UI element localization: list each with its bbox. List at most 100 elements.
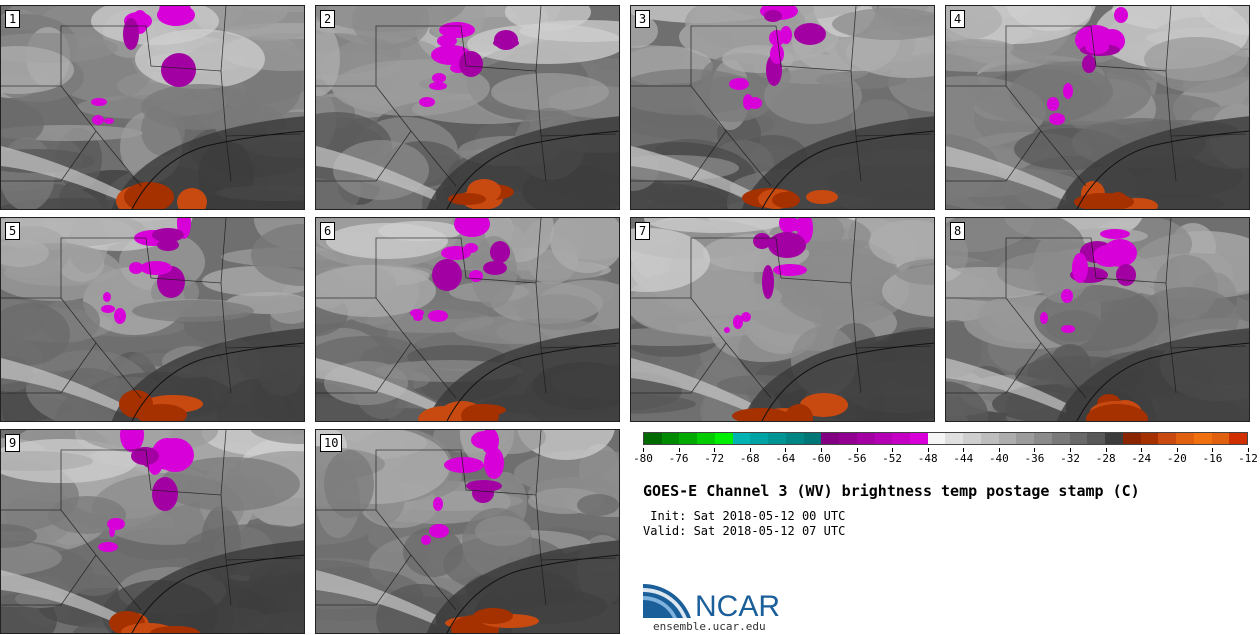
member-panel-4: 4: [945, 5, 1250, 210]
colorbar-tick-mark: [1070, 448, 1072, 452]
colorbar-tick-label: -72: [704, 452, 725, 465]
wv-imagery: [631, 218, 934, 421]
valid-time: Valid: Sat 2018-05-12 07 UTC: [643, 524, 846, 538]
colorbar-tick-label: -76: [668, 452, 689, 465]
member-panel-5: 5: [0, 217, 305, 422]
colorbar-tick-label: -20: [1166, 452, 1187, 465]
wv-imagery: [946, 218, 1249, 421]
wv-imagery: [316, 430, 619, 633]
colorbar-tick-mark: [1212, 448, 1214, 452]
colorbar-segment: [1158, 433, 1177, 444]
colorbar-segment: [714, 433, 733, 444]
colorbar-tick-label: -52: [882, 452, 903, 465]
colorbar-segment: [803, 433, 822, 444]
member-number: 7: [635, 222, 651, 240]
colorbar-segment: [945, 433, 964, 444]
colorbar-tick-mark: [1141, 448, 1143, 452]
colorbar-segment: [1122, 433, 1141, 444]
colorbar-segment: [679, 433, 698, 444]
member-number: 2: [320, 10, 336, 28]
colorbar-segment: [1229, 433, 1247, 444]
colorbar-tick-mark: [1105, 448, 1107, 452]
colorbar-tick-mark: [856, 448, 858, 452]
colorbar-tick-label: -80: [633, 452, 653, 465]
member-panel-10: 10: [315, 429, 620, 634]
colorbar-segment: [1051, 433, 1070, 444]
member-panel-1: 1: [0, 5, 305, 210]
colorbar-segment: [980, 433, 999, 444]
member-number: 4: [950, 10, 966, 28]
colorbar-tick-label: -64: [775, 452, 796, 465]
colorbar-tick-label: -48: [917, 452, 938, 465]
member-number: 9: [5, 434, 21, 452]
colorbar-segment: [697, 433, 715, 444]
colorbar-tick-label: -60: [811, 452, 831, 465]
wv-imagery: [1, 6, 304, 209]
colorbar-tick-mark: [643, 448, 644, 452]
colorbar-segment: [892, 433, 911, 444]
colorbar-tick-mark: [820, 448, 822, 452]
member-panel-8: 8: [945, 217, 1250, 422]
member-number: 3: [635, 10, 651, 28]
site-url: ensemble.ucar.edu: [653, 620, 766, 633]
colorbar-segment: [768, 433, 786, 444]
colorbar-ticks: -80 -76 -72 -68 -64 -60 -56 -52 -48 -44 -40 -36 -32 -…: [633, 448, 1258, 468]
colorbar-segment: [750, 433, 769, 444]
colorbar-tick-mark: [678, 448, 680, 452]
member-number: 6: [320, 222, 336, 240]
colorbar-tick-mark: [749, 448, 751, 452]
colorbar-segment: [1140, 433, 1159, 444]
colorbar-tick-label: -36: [1024, 452, 1045, 465]
wv-imagery: [1, 218, 304, 421]
colorbar-segment: [1016, 433, 1035, 444]
colorbar-tick-mark: [1248, 448, 1249, 452]
colorbar-segment: [874, 433, 893, 444]
logo-text: NCAR: [695, 590, 780, 620]
colorbar-segment: [998, 433, 1017, 444]
wv-imagery: [631, 6, 934, 209]
wv-imagery: [316, 6, 619, 209]
colorbar-segment: [1034, 433, 1052, 444]
colorbar-segment: [927, 433, 946, 444]
colorbar-segment: [1105, 433, 1123, 444]
ncar-logo: NCAR: [641, 578, 791, 623]
member-panel-9: 9: [0, 429, 305, 634]
product-title: GOES-E Channel 3 (WV) brightness temp po…: [643, 482, 1140, 500]
colorbar-segment: [644, 433, 662, 444]
wv-imagery: [316, 218, 619, 421]
colorbar-tick-label: -40: [988, 452, 1009, 465]
colorbar-tick-mark: [927, 448, 929, 452]
colorbar-segment: [856, 433, 875, 444]
colorbar-tick-label: -28: [1095, 452, 1116, 465]
colorbar-tick-mark: [785, 448, 787, 452]
wv-imagery: [1, 430, 304, 633]
colorbar-tick-label: -68: [739, 452, 760, 465]
colorbar-tick-mark: [998, 448, 1000, 452]
colorbar-segment: [1087, 433, 1106, 444]
member-number: 8: [950, 222, 966, 240]
colorbar-segment: [910, 433, 928, 444]
colorbar-tick-label: -16: [1202, 452, 1223, 465]
colorbar-segment: [1176, 433, 1194, 444]
colorbar-tick-label: -32: [1060, 452, 1080, 465]
colorbar-segment: [839, 433, 857, 444]
member-number: 10: [320, 434, 343, 452]
member-number: 5: [5, 222, 21, 240]
colorbar-segment: [661, 433, 680, 444]
colorbar-tick-mark: [892, 448, 894, 452]
member-panel-6: 6: [315, 217, 620, 422]
colorbar-tick-mark: [963, 448, 965, 452]
colorbar-tick-mark: [1034, 448, 1036, 452]
colorbar-segment: [1069, 433, 1088, 444]
colorbar-segment: [785, 433, 804, 444]
colorbar-tick-label: -44: [953, 452, 974, 465]
colorbar-tick-mark: [714, 448, 716, 452]
colorbar-segment: [732, 433, 751, 444]
member-panel-7: 7: [630, 217, 935, 422]
wv-imagery: [946, 6, 1249, 209]
member-number: 1: [5, 10, 21, 28]
colorbar-segment: [963, 433, 981, 444]
member-panel-3: 3: [630, 5, 935, 210]
member-panel-2: 2: [315, 5, 620, 210]
colorbar-segment: [821, 433, 840, 444]
